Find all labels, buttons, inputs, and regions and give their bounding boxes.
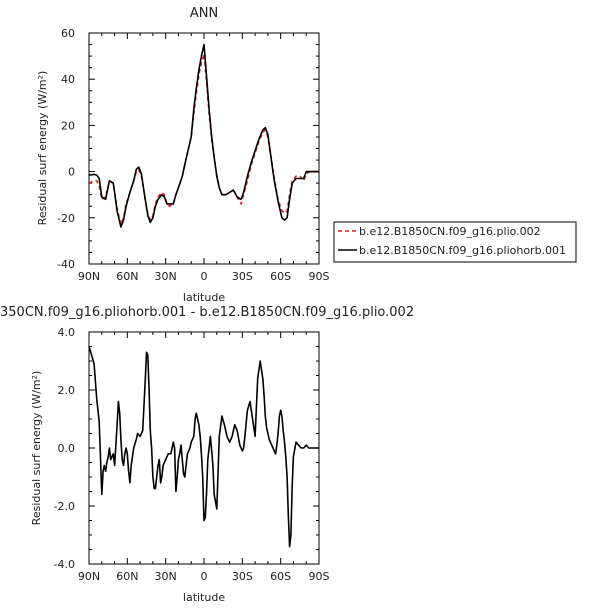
bottom-x-tick-label: 60N xyxy=(116,570,138,583)
top-tick-layer: 90N 60N 30N 0 30S 60S 90S -40 -20 0 20 40 60 xyxy=(57,27,329,283)
top-x-tick-label: 30N xyxy=(155,270,177,283)
bottom-y-axis-label: Residual surf energy (W/m²) xyxy=(30,371,43,526)
top-y-tick-label: -40 xyxy=(57,258,75,271)
top-chart-title: ANN xyxy=(190,6,218,21)
bottom-x-tick-label: 60S xyxy=(270,570,291,583)
top-series-line-0 xyxy=(88,52,319,226)
bottom-y-tick-label: 0.0 xyxy=(58,442,76,455)
bottom-x-tick-label: 30S xyxy=(232,570,253,583)
bottom-panel: 350CN.f09_g16.pliohorb.001 - b.e12.B1850… xyxy=(0,305,414,604)
legend-box xyxy=(333,221,577,263)
bottom-y-tick-label: -4.0 xyxy=(54,558,75,571)
bottom-plot-area xyxy=(88,346,319,548)
bottom-x-axis-label: latitude xyxy=(183,591,225,604)
top-x-tick-label: 90S xyxy=(309,270,330,283)
bottom-series-line-0 xyxy=(88,346,319,548)
top-x-axis-label: latitude xyxy=(183,291,225,304)
bottom-y-tick-label: 4.0 xyxy=(58,326,76,339)
top-y-tick-label: 0 xyxy=(68,166,75,179)
bottom-y-tick-label: -2.0 xyxy=(54,500,75,513)
top-y-tick-label: 40 xyxy=(61,73,75,86)
top-plot-area xyxy=(88,43,319,228)
top-series-line-1 xyxy=(88,43,319,228)
top-y-tick-label: -20 xyxy=(57,212,75,225)
bottom-tick-layer: 90N 60N 30N 0 30S 60S 90S -4.0 -2.0 0.0 2.0 4.0 xyxy=(54,326,330,583)
top-y-tick-label: 20 xyxy=(61,119,75,132)
bottom-x-tick-label: 0 xyxy=(201,570,208,583)
top-x-tick-label: 60N xyxy=(116,270,138,283)
top-y-tick-label: 60 xyxy=(61,27,75,40)
bottom-x-tick-label: 30N xyxy=(155,570,177,583)
legend-label-plio: b.e12.B1850CN.f09_g16.plio.002 xyxy=(359,225,541,238)
legend-label-pliohorb: b.e12.B1850CN.f09_g16.pliohorb.001 xyxy=(359,244,566,257)
bottom-y-tick-label: 2.0 xyxy=(58,384,76,397)
bottom-chart-title: 350CN.f09_g16.pliohorb.001 - b.e12.B1850… xyxy=(0,305,414,320)
legend: b.e12.B1850CN.f09_g16.plio.002 b.e12.B18… xyxy=(333,221,577,263)
top-panel: ANN 90N 60N 30N 0 30S 60S 90S -40 -20 0 20 40 60 lat… xyxy=(36,6,330,304)
top-x-tick-label: 0 xyxy=(201,270,208,283)
top-plot-frame xyxy=(88,32,320,265)
top-x-tick-label: 90N xyxy=(78,270,100,283)
bottom-x-tick-label: 90S xyxy=(309,570,330,583)
top-x-tick-label: 60S xyxy=(270,270,291,283)
top-y-axis-label: Residual surf energy (W/m²) xyxy=(36,71,49,226)
bottom-x-tick-label: 90N xyxy=(78,570,100,583)
top-x-tick-label: 30S xyxy=(232,270,253,283)
bottom-plot-frame xyxy=(88,331,320,565)
